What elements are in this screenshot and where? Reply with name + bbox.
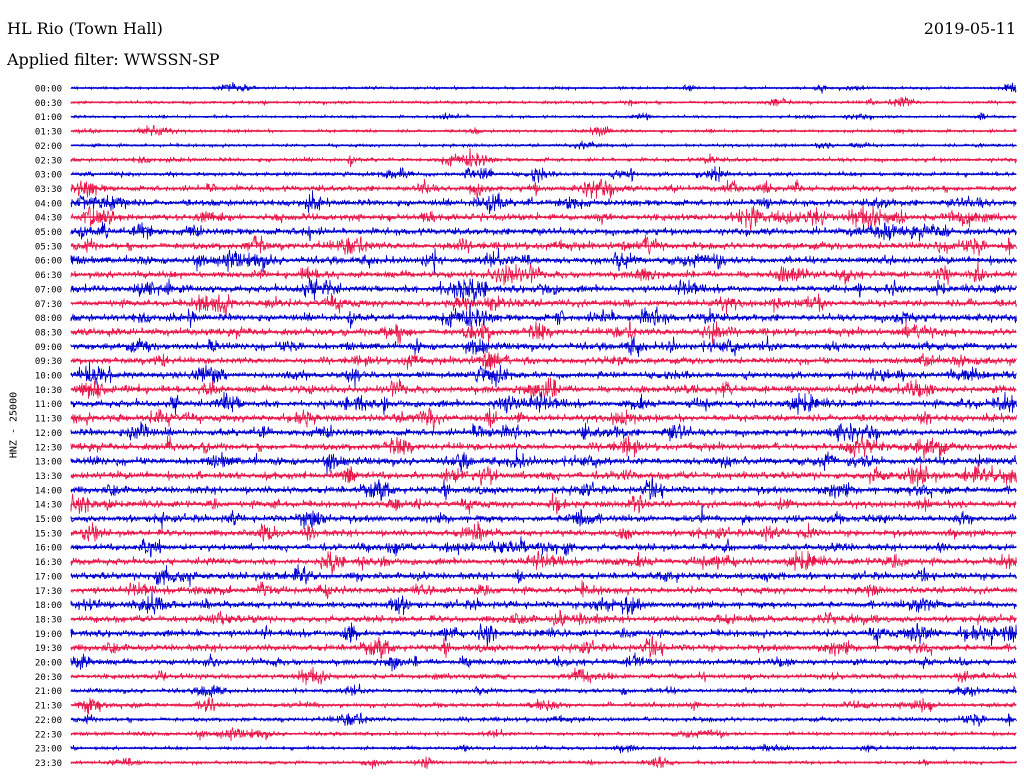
row-time-label: 02:00 <box>35 142 62 152</box>
trace-row <box>70 564 1017 587</box>
filter-label: Applied filter: WWSSN-SP <box>7 50 220 69</box>
row-time-label: 19:00 <box>35 630 62 640</box>
row-time-label: 20:00 <box>35 659 62 669</box>
row-time-label: 14:00 <box>35 486 62 496</box>
row-time-label: 07:30 <box>35 300 62 310</box>
row-time-label: 15:30 <box>35 529 62 539</box>
row-time-label: 06:00 <box>35 257 62 267</box>
station-title: HL Rio (Town Hall) <box>7 19 163 38</box>
row-time-label: 05:30 <box>35 242 62 252</box>
row-time-label: 21:00 <box>35 687 62 697</box>
trace-row <box>70 407 1017 431</box>
row-time-label: 17:00 <box>35 572 62 582</box>
row-time-label: 06:30 <box>35 271 62 281</box>
trace-row <box>70 521 1017 542</box>
row-time-label: 04:30 <box>35 214 62 224</box>
trace-row <box>70 609 1017 627</box>
trace-row <box>70 247 1017 274</box>
row-time-label: 14:30 <box>35 501 62 511</box>
trace-row <box>70 622 1017 647</box>
row-time-label: 16:30 <box>35 558 62 568</box>
trace-row <box>70 550 1017 576</box>
row-time-label: 16:00 <box>35 544 62 554</box>
row-time-label: 09:30 <box>35 357 62 367</box>
row-time-label: 12:30 <box>35 443 62 453</box>
trace-row <box>70 435 1017 460</box>
trace-row <box>70 277 1017 304</box>
trace-row <box>70 536 1017 558</box>
row-time-label: 12:00 <box>35 429 62 439</box>
trace-row <box>70 292 1017 317</box>
row-time-label: 22:30 <box>35 730 62 740</box>
row-time-label: 20:30 <box>35 673 62 683</box>
row-time-label: 13:30 <box>35 472 62 482</box>
row-time-label: 09:00 <box>35 343 62 353</box>
row-time-label: 00:30 <box>35 99 62 109</box>
row-time-label: 01:30 <box>35 128 62 138</box>
row-time-label: 03:00 <box>35 171 62 181</box>
row-time-label: 03:30 <box>35 185 62 195</box>
row-time-label: 23:30 <box>35 759 62 769</box>
row-time-label: 05:00 <box>35 228 62 238</box>
row-time-label: 17:30 <box>35 587 62 597</box>
trace-row <box>70 580 1017 599</box>
row-time-label: 13:00 <box>35 458 62 468</box>
row-time-label: 21:30 <box>35 702 62 712</box>
record-date: 2019-05-11 <box>923 19 1016 38</box>
row-time-label: 02:30 <box>35 156 62 166</box>
row-time-label: 10:30 <box>35 386 62 396</box>
row-time-label: 15:00 <box>35 515 62 525</box>
row-time-label: 11:00 <box>35 400 62 410</box>
trace-row <box>70 591 1017 616</box>
row-time-label: 23:00 <box>35 745 62 755</box>
row-time-label: 04:00 <box>35 199 62 209</box>
row-time-label: 01:00 <box>35 113 62 123</box>
row-time-label: 10:00 <box>35 372 62 382</box>
row-time-label: 18:00 <box>35 601 62 611</box>
row-time-label: 11:30 <box>35 415 62 425</box>
trace-row <box>70 148 1017 168</box>
row-time-label: 19:30 <box>35 644 62 654</box>
row-time-label: 08:00 <box>35 314 62 324</box>
trace-row <box>70 261 1017 286</box>
trace-row <box>70 391 1017 416</box>
row-time-label: 00:00 <box>35 85 62 95</box>
row-time-label: 07:00 <box>35 285 62 295</box>
row-time-label: 18:30 <box>35 615 62 625</box>
row-time-label: 08:30 <box>35 328 62 338</box>
row-time-label: 22:00 <box>35 716 62 726</box>
